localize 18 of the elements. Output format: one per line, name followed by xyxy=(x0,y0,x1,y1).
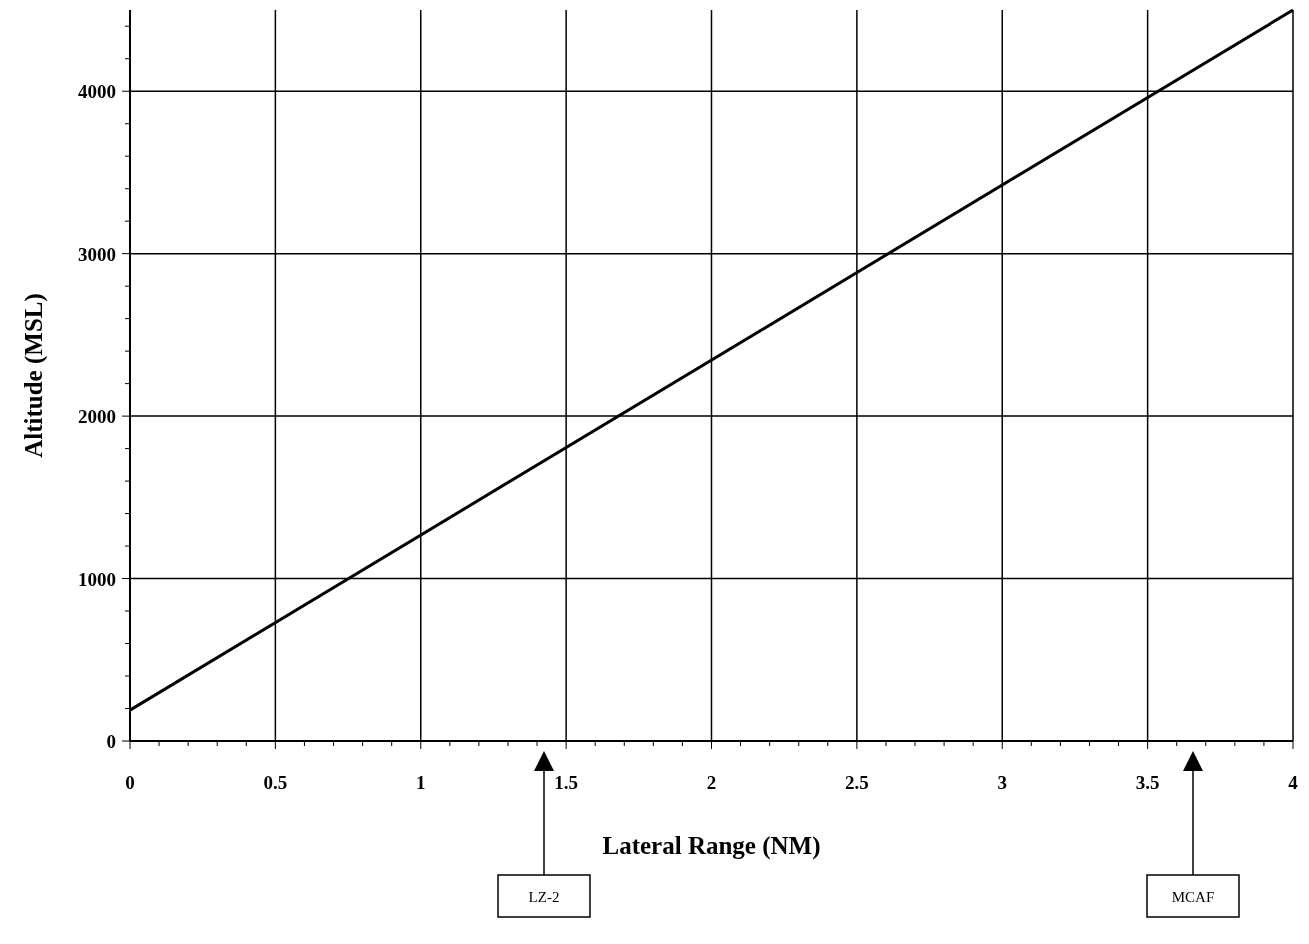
text: LZ-2 xyxy=(528,889,560,905)
x-tick-label: 0 xyxy=(125,772,135,793)
x-tick-label: 2 xyxy=(706,772,717,793)
text: MCAF xyxy=(1171,889,1215,905)
x-tick-label: 1.5 xyxy=(554,772,578,793)
x-tick-label: 1 xyxy=(416,772,426,793)
y-tick-label: 4000 xyxy=(78,81,116,103)
y-tick-label: 2000 xyxy=(78,406,116,428)
y-axis-title: Altitude (MSL) xyxy=(20,293,48,458)
y-tick-label: 1000 xyxy=(78,568,116,590)
x-tick-label: 2.5 xyxy=(845,772,869,793)
x-tick-label: 4 xyxy=(1288,772,1299,793)
y-tick-label: 3000 xyxy=(78,243,116,265)
x-axis-title: Lateral Range (NM) xyxy=(602,832,821,860)
x-tick-label: 3 xyxy=(997,772,1007,793)
x-tick-label: 0.5 xyxy=(263,772,288,793)
x-tick-label: 3.5 xyxy=(1135,772,1160,793)
y-tick-label: 0 xyxy=(106,731,116,752)
